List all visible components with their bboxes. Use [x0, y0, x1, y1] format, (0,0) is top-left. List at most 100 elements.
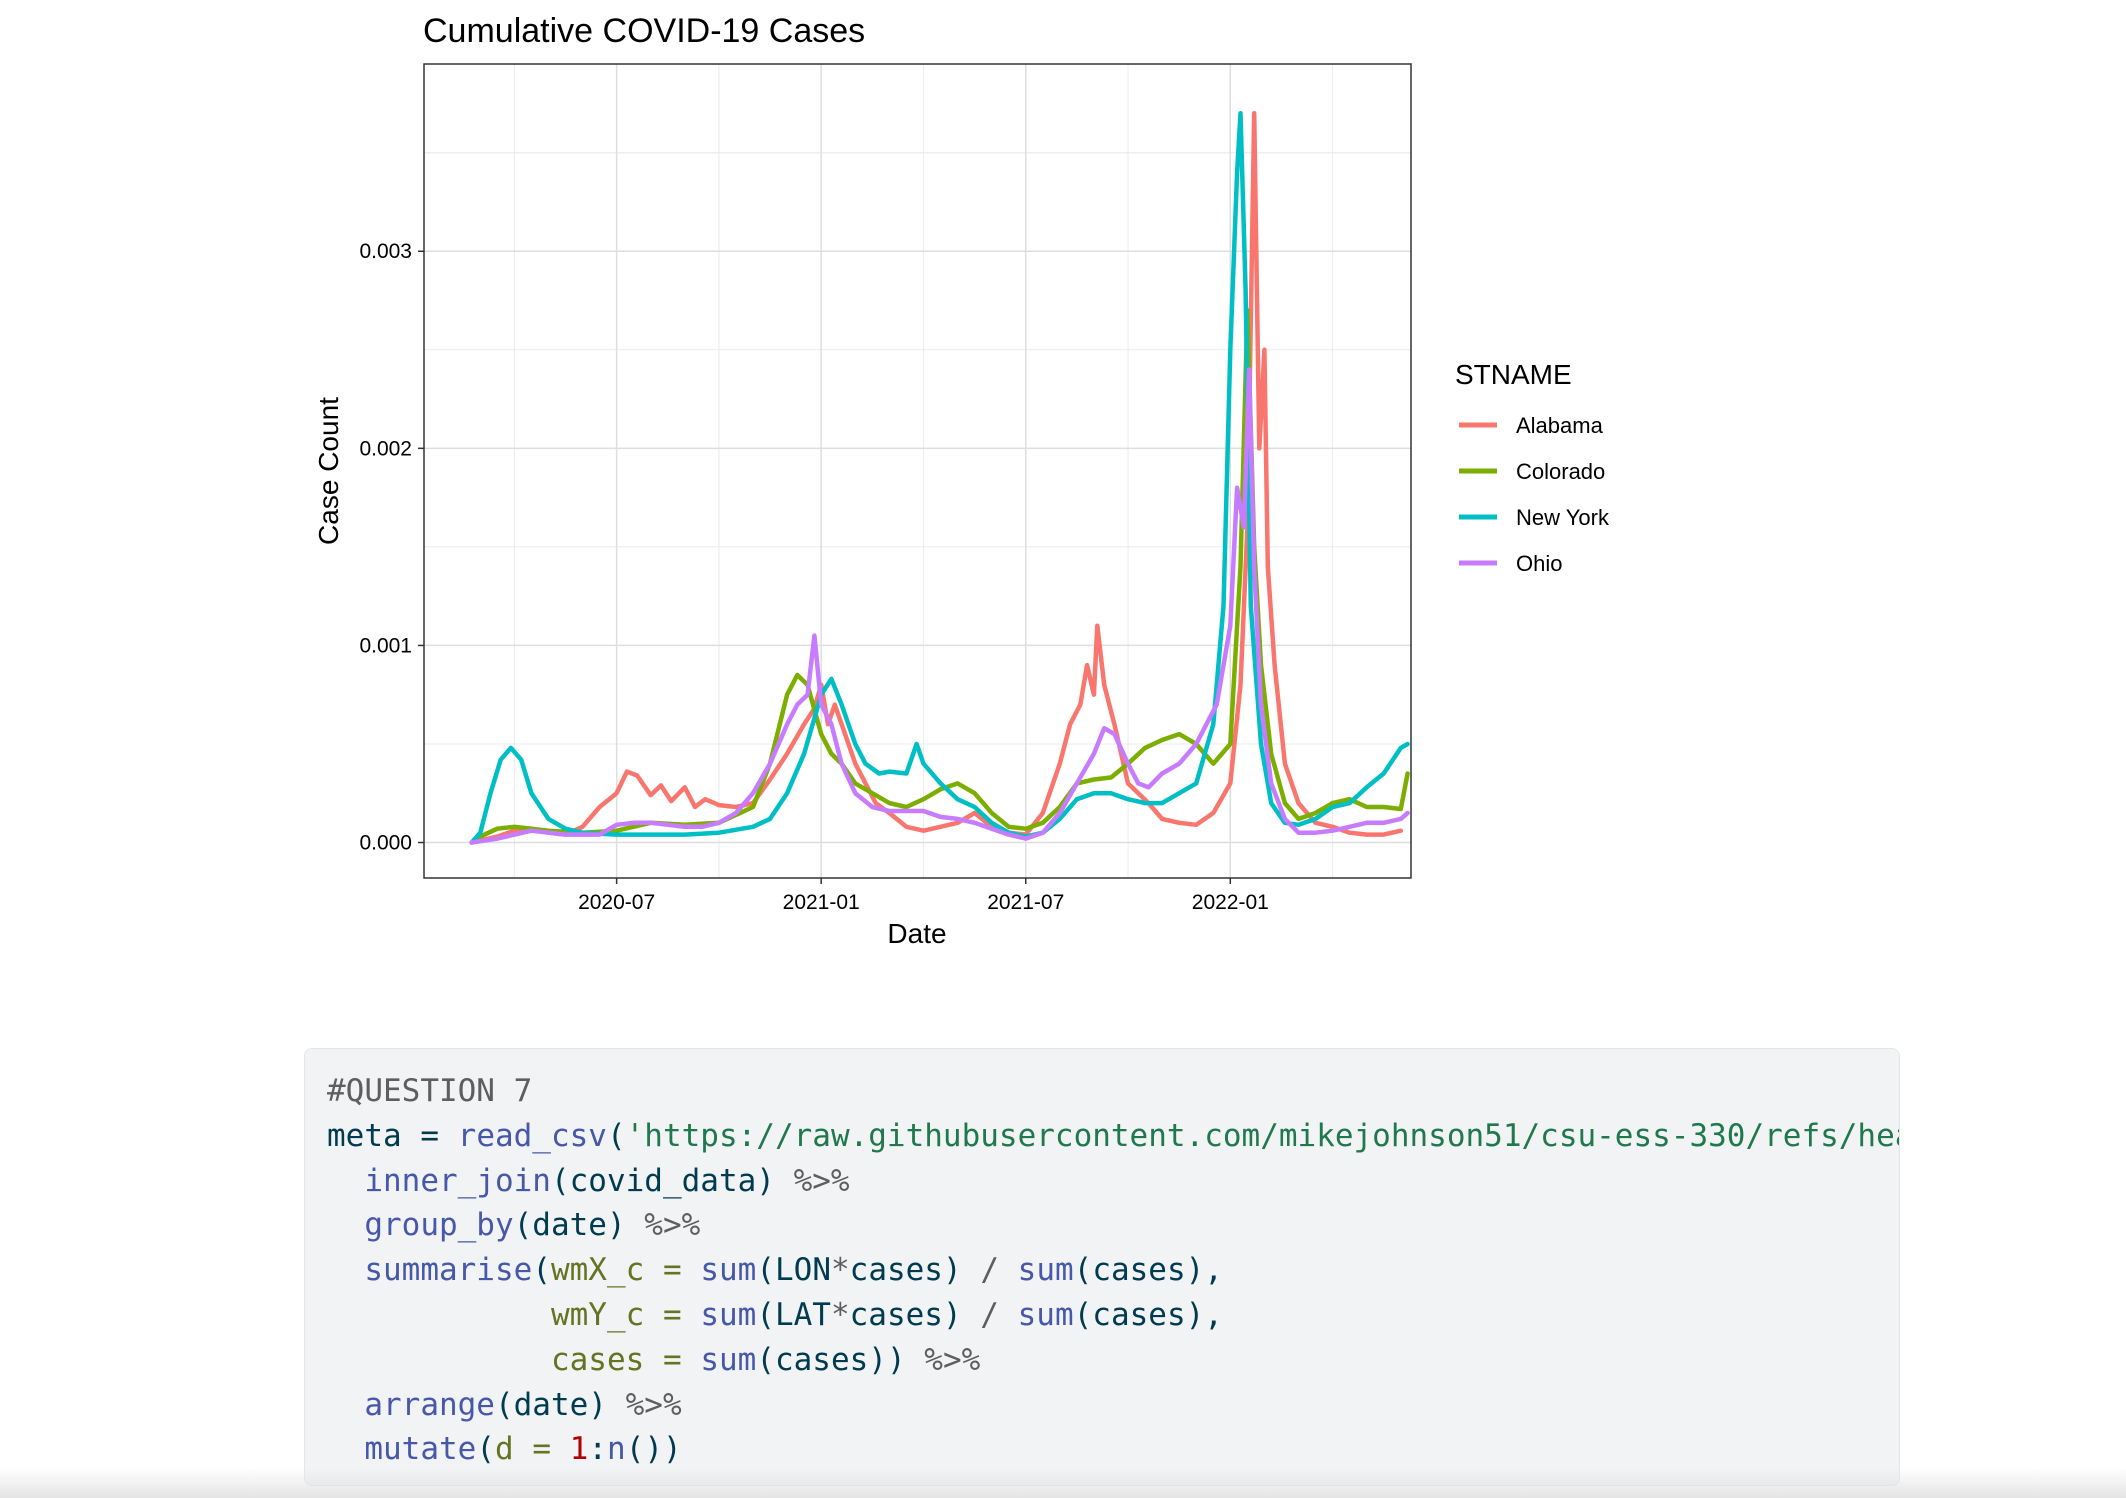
code-token: wmX_c [550, 1252, 645, 1289]
code-token: arrange [364, 1386, 495, 1423]
code-token: (date) [513, 1207, 645, 1244]
code-token: / [980, 1252, 999, 1289]
code-token: = [662, 1341, 682, 1378]
code-line: arrange(date) %>% [327, 1383, 1899, 1428]
panel-border [423, 63, 1412, 879]
code-token: sum [1017, 1252, 1074, 1289]
code-token [644, 1342, 663, 1378]
series-line-new-york [469, 111, 1410, 845]
code-token: (LAT [756, 1296, 831, 1333]
code-token [327, 1342, 551, 1378]
code-lines: #QUESTION 7 meta = read_csv('https://raw.… [327, 1069, 1899, 1472]
code-token: %>% [644, 1207, 701, 1244]
code-token: / [980, 1296, 999, 1333]
code-token [327, 1207, 364, 1243]
code-token: sum [1017, 1296, 1074, 1333]
code-block: #QUESTION 7 meta = read_csv('https://raw.… [304, 1048, 1900, 1486]
code-token: = [532, 1431, 551, 1468]
code-line: meta = read_csv('https://raw.githubuserc… [327, 1114, 1899, 1159]
code-token: #QUESTION 7 [327, 1073, 533, 1109]
code-token [514, 1431, 533, 1467]
bottom-fade [0, 1468, 2126, 1498]
code-token: mutate [364, 1431, 477, 1468]
code-token [682, 1297, 701, 1333]
y-axis-label: Case Count [313, 397, 344, 545]
series-group [469, 111, 1410, 845]
code-token: %>% [625, 1386, 682, 1423]
legend-items: Alabama Colorado New York Ohio [1459, 413, 1610, 576]
series-line-alabama [469, 111, 1404, 845]
y-tick-label: 0.001 [359, 634, 412, 657]
y-axis-ticks: 0.000 0.001 0.002 0.003 [359, 240, 424, 855]
code-token: ()) [625, 1431, 682, 1468]
code-token [682, 1342, 701, 1378]
code-token: meta = [327, 1117, 458, 1154]
code-token: group_by [364, 1207, 514, 1244]
code-token: inner_join [364, 1162, 551, 1199]
covid-cases-chart: Cumulative COVID-19 Cases 0.0000.0010.00… [313, 12, 1610, 949]
code-token: ( [532, 1252, 551, 1289]
code-token: cases [550, 1341, 645, 1378]
code-token: (cases)) [756, 1341, 925, 1378]
code-token: ( [476, 1431, 495, 1468]
code-line: inner_join(covid_data) %>% [327, 1159, 1899, 1204]
code-line: summarise(wmX_c = sum(LON*cases) / sum(c… [327, 1248, 1899, 1293]
x-tick-label: 2022-01 [1192, 891, 1269, 914]
y-tick-label: 0.002 [359, 437, 412, 460]
code-token [551, 1431, 570, 1467]
code-token [999, 1252, 1018, 1288]
series-line-ohio [469, 367, 1410, 845]
legend-label: New York [1516, 505, 1610, 530]
code-line: mutate(d = 1:n()) [327, 1427, 1899, 1472]
code-line: wmY_c = sum(LAT*cases) / sum(cases), [327, 1293, 1899, 1338]
code-token [327, 1252, 364, 1288]
y-tick-label: 0.000 [359, 832, 412, 855]
code-token: d [494, 1431, 514, 1468]
x-tick-label: 2021-07 [987, 891, 1064, 914]
code-token: cases) [849, 1252, 981, 1289]
legend-title: STNAME [1455, 359, 1572, 390]
code-token: * [830, 1296, 850, 1333]
x-tick-label: 2020-07 [578, 891, 655, 914]
code-token: sum [700, 1252, 757, 1289]
code-token: (covid_data) [550, 1162, 794, 1199]
legend: STNAME Alabama Colorado New York Ohio [1455, 359, 1610, 576]
code-token: %>% [924, 1341, 981, 1378]
code-token: (cases), [1073, 1252, 1223, 1289]
code-token: = [662, 1252, 682, 1289]
code-token: 1 [569, 1431, 589, 1468]
code-token: (cases), [1073, 1296, 1223, 1333]
series-line-colorado [469, 308, 1410, 845]
y-tick-label: 0.003 [359, 240, 412, 263]
code-token: 'https://raw.githubusercontent.com/mikej… [625, 1117, 1900, 1154]
x-axis-ticks: 2020-07 2021-01 2021-07 2022-01 [578, 878, 1269, 914]
code-token: (date) [494, 1386, 626, 1423]
legend-label: Ohio [1516, 551, 1562, 576]
code-token: %>% [793, 1162, 850, 1199]
x-axis-label: Date [887, 918, 946, 949]
code-token [644, 1297, 663, 1333]
legend-label: Colorado [1516, 459, 1605, 484]
code-token: read_csv [457, 1117, 607, 1154]
code-line: cases = sum(cases)) %>% [327, 1338, 1899, 1383]
code-token [327, 1297, 551, 1333]
code-token: = [662, 1296, 682, 1333]
code-token: cases) [849, 1296, 981, 1333]
code-token: ( [606, 1117, 626, 1154]
code-token: * [830, 1252, 850, 1289]
code-token [327, 1387, 364, 1423]
code-token [682, 1252, 701, 1288]
code-token: : [588, 1431, 608, 1468]
code-token [327, 1163, 364, 1199]
legend-label: Alabama [1516, 413, 1604, 438]
code-token [999, 1297, 1018, 1333]
code-token: (LON [756, 1252, 831, 1289]
code-token: wmY_c [550, 1296, 645, 1333]
code-token: summarise [364, 1252, 533, 1289]
code-token [644, 1252, 663, 1288]
code-token: sum [700, 1296, 757, 1333]
code-token: sum [700, 1341, 757, 1378]
code-token [327, 1431, 364, 1467]
code-line: group_by(date) %>% [327, 1203, 1899, 1248]
code-line: #QUESTION 7 [327, 1069, 1899, 1114]
